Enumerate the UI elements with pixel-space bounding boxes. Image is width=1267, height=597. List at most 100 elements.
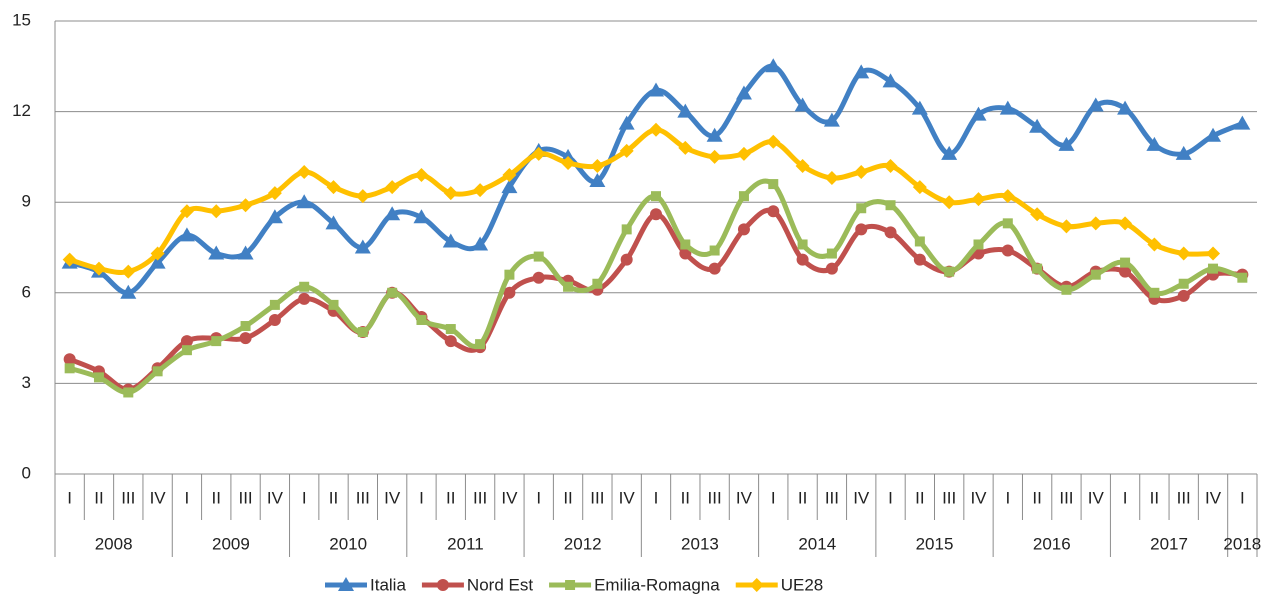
x-tick-label: IV bbox=[970, 488, 987, 507]
x-group-label: 2010 bbox=[329, 534, 367, 553]
marker bbox=[413, 209, 430, 224]
x-tick-label: I bbox=[67, 488, 72, 507]
marker bbox=[882, 73, 899, 88]
marker bbox=[208, 245, 225, 260]
marker bbox=[589, 173, 606, 188]
x-tick-label: I bbox=[771, 488, 776, 507]
marker bbox=[970, 106, 987, 121]
marker bbox=[1206, 246, 1221, 261]
marker bbox=[708, 262, 721, 275]
x-tick-label: III bbox=[708, 488, 722, 507]
marker bbox=[853, 64, 870, 79]
marker bbox=[416, 314, 427, 325]
marker bbox=[326, 180, 341, 195]
marker bbox=[239, 332, 252, 345]
marker bbox=[1029, 118, 1046, 133]
marker bbox=[736, 146, 751, 161]
marker bbox=[444, 335, 457, 348]
x-group-label: 2011 bbox=[447, 534, 484, 553]
marker bbox=[944, 266, 955, 277]
marker bbox=[941, 145, 958, 160]
marker bbox=[1149, 287, 1160, 298]
marker bbox=[121, 264, 136, 279]
x-group-label: 2016 bbox=[1033, 534, 1071, 553]
marker bbox=[64, 363, 75, 374]
marker bbox=[649, 122, 663, 137]
marker bbox=[123, 387, 134, 398]
marker bbox=[385, 180, 400, 195]
marker bbox=[354, 239, 371, 254]
marker bbox=[338, 577, 354, 591]
legend-label: Italia bbox=[370, 575, 406, 594]
marker bbox=[1147, 237, 1162, 252]
marker bbox=[443, 186, 458, 201]
marker bbox=[709, 245, 720, 256]
marker bbox=[325, 215, 342, 230]
x-tick-label: II bbox=[563, 488, 572, 507]
x-tick-label: I bbox=[302, 488, 307, 507]
marker bbox=[794, 97, 811, 112]
marker bbox=[384, 206, 401, 221]
marker bbox=[1176, 246, 1191, 261]
marker bbox=[1001, 244, 1014, 257]
x-group-label: 2009 bbox=[212, 534, 250, 553]
marker bbox=[914, 236, 925, 247]
series-line bbox=[68, 127, 1214, 276]
x-tick-label: II bbox=[915, 488, 924, 507]
marker bbox=[1061, 284, 1072, 295]
x-tick-label: IV bbox=[736, 488, 753, 507]
marker bbox=[1117, 100, 1134, 115]
marker bbox=[472, 236, 489, 251]
marker bbox=[296, 194, 313, 209]
marker bbox=[706, 127, 723, 142]
marker bbox=[473, 183, 488, 198]
marker bbox=[1175, 145, 1192, 160]
marker bbox=[942, 195, 957, 210]
marker bbox=[149, 254, 166, 269]
marker bbox=[1032, 263, 1043, 274]
marker bbox=[824, 171, 839, 186]
marker bbox=[266, 209, 283, 224]
marker bbox=[445, 324, 456, 335]
marker bbox=[1178, 278, 1189, 289]
marker bbox=[1090, 269, 1101, 280]
marker bbox=[1118, 216, 1133, 231]
x-group-label: 2012 bbox=[564, 534, 602, 553]
marker bbox=[211, 336, 222, 347]
marker bbox=[436, 579, 449, 591]
marker bbox=[618, 115, 635, 130]
marker bbox=[237, 245, 254, 260]
marker bbox=[120, 284, 137, 299]
y-tick-label: 6 bbox=[22, 282, 31, 301]
marker bbox=[621, 224, 632, 235]
marker bbox=[93, 372, 104, 383]
marker bbox=[152, 366, 163, 377]
marker bbox=[181, 345, 192, 356]
x-tick-label: I bbox=[1240, 488, 1245, 507]
marker bbox=[565, 580, 576, 590]
marker bbox=[679, 247, 692, 260]
legend-label: Emilia-Romagna bbox=[594, 575, 720, 594]
marker bbox=[178, 227, 195, 242]
marker bbox=[299, 281, 310, 292]
y-tick-label: 12 bbox=[12, 101, 31, 120]
marker bbox=[1087, 97, 1104, 112]
marker bbox=[442, 233, 459, 248]
series-line bbox=[68, 207, 1243, 392]
marker bbox=[912, 180, 927, 195]
x-group-label: 2014 bbox=[798, 534, 836, 553]
x-tick-label: IV bbox=[1088, 488, 1105, 507]
marker bbox=[826, 248, 837, 259]
x-tick-label: IV bbox=[619, 488, 636, 507]
marker bbox=[563, 281, 574, 292]
marker bbox=[1177, 289, 1190, 302]
marker bbox=[1146, 136, 1163, 151]
marker bbox=[238, 198, 253, 213]
x-tick-label: IV bbox=[267, 488, 284, 507]
x-group-label: 2008 bbox=[95, 534, 133, 553]
marker bbox=[999, 100, 1016, 115]
x-tick-label: III bbox=[590, 488, 604, 507]
marker bbox=[856, 203, 867, 214]
x-tick-label: II bbox=[1032, 488, 1041, 507]
marker bbox=[737, 223, 750, 236]
